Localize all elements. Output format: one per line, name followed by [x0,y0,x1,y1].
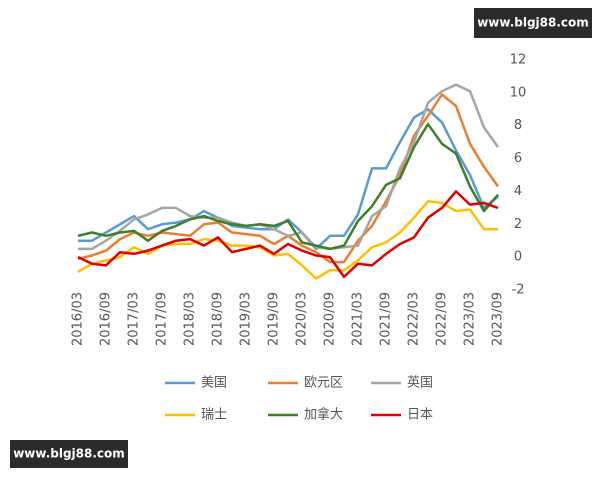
x-tick-label: 2016/09 [99,292,114,346]
watermark: www.blgj88.com [13,447,125,461]
x-tick-label: 2016/03 [71,292,86,346]
x-tick-label: 2023/03 [463,292,478,346]
legend-label: 加拿大 [304,407,343,423]
x-tick-label: 2021/03 [351,292,366,346]
series-line [78,83,500,251]
legend-label: 瑞士 [201,408,227,423]
x-tick-label: 2017/09 [155,292,170,346]
legend-label: 美国 [201,376,227,391]
x-tick-label: 2019/03 [239,292,254,346]
watermark-box [474,8,592,38]
series-line [78,108,499,251]
y-tick-label: 6 [514,151,522,166]
y-tick-label: -2 [512,283,525,298]
x-tick-label: 2018/09 [211,292,226,346]
x-tick-label: 2019/09 [267,292,282,346]
y-tick-label: 10 [510,85,527,100]
watermark-box [10,440,128,468]
legend-label: 日本 [407,408,433,423]
x-tick-label: 2022/03 [407,292,422,346]
series-line [77,122,499,251]
y-tick-label: 0 [514,250,522,265]
x-tick-label: 2020/09 [323,292,338,346]
series-line [77,200,498,280]
x-tick-label: 2017/03 [127,292,142,346]
x-tick-label: 2018/03 [183,292,198,346]
watermark: www.blgj88.com [477,16,589,30]
series-line [77,190,499,279]
y-tick-label: 12 [510,53,527,68]
x-tick-label: 2020/03 [295,292,310,346]
y-tick-label: 8 [514,118,522,133]
y-tick-label: 2 [514,217,522,232]
x-tick-label: 2022/09 [435,292,450,346]
x-tick-label: 2021/09 [379,292,394,346]
legend-label: 欧元区 [304,376,343,391]
y-tick-label: 4 [514,184,522,199]
x-tick-label: 2023/09 [491,292,506,346]
legend-label: 英国 [407,376,433,391]
